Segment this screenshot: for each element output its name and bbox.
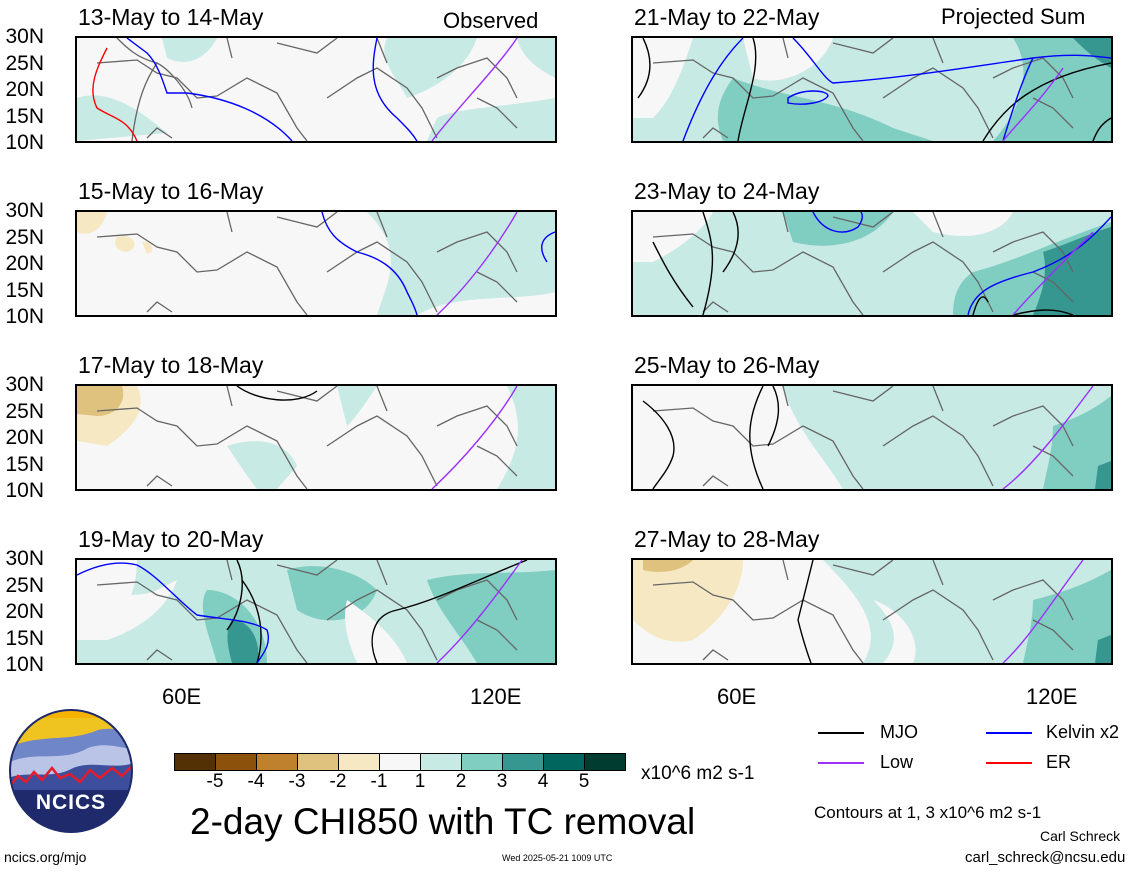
colorbar-swatch bbox=[379, 753, 421, 771]
legend-low-label: Low bbox=[880, 752, 914, 772]
colorbar-tick: -3 bbox=[288, 771, 306, 792]
legend-low-swatch bbox=[818, 762, 864, 764]
lon-label-120e-right: 120E bbox=[1026, 684, 1078, 709]
panel-8-title: 27-May to 28-May bbox=[634, 526, 820, 552]
map-panel-27-may bbox=[631, 558, 1113, 665]
legend-er-swatch bbox=[986, 762, 1032, 764]
map-panel-23-may bbox=[631, 210, 1113, 317]
site-link[interactable]: ncics.org/mjo bbox=[4, 849, 87, 865]
legend-er-label: ER bbox=[1046, 752, 1072, 772]
panel-7-title: 25-May to 26-May bbox=[634, 352, 820, 378]
lat-label: 20N bbox=[5, 252, 44, 275]
panel-3-title: 17-May to 18-May bbox=[78, 352, 264, 378]
colorbar-swatch bbox=[420, 753, 462, 771]
panel-1-observed-label: Observed bbox=[443, 8, 539, 33]
lat-label: 25N bbox=[5, 52, 44, 75]
author-email[interactable]: carl_schreck@ncsu.edu bbox=[965, 849, 1126, 866]
lat-label: 30N bbox=[5, 199, 44, 222]
colorbar-swatch bbox=[502, 753, 544, 771]
lat-label: 15N bbox=[5, 627, 44, 650]
lat-label: 15N bbox=[5, 105, 44, 128]
colorbar-swatch bbox=[215, 753, 257, 771]
lat-label: 25N bbox=[5, 226, 44, 249]
lat-label: 30N bbox=[5, 373, 44, 396]
legend-kelvin-swatch bbox=[986, 732, 1032, 734]
map-panel-19-may bbox=[75, 558, 557, 665]
colorbar-tick: 4 bbox=[537, 771, 549, 792]
colorbar-swatch bbox=[461, 753, 503, 771]
lat-label: 15N bbox=[5, 453, 44, 476]
author-name: Carl Schreck bbox=[1040, 828, 1121, 844]
legend-mjo-swatch bbox=[818, 732, 864, 734]
legend-mjo-label: MJO bbox=[880, 722, 918, 742]
lat-label: 30N bbox=[5, 547, 44, 570]
lat-label: 10N bbox=[5, 653, 44, 676]
colorbar-tick: 3 bbox=[496, 771, 508, 792]
map-panel-25-may bbox=[631, 384, 1113, 491]
colorbar-swatch bbox=[338, 753, 380, 771]
panel-6-title: 23-May to 24-May bbox=[634, 178, 820, 204]
panel-4-title: 19-May to 20-May bbox=[78, 526, 264, 552]
lat-label: 25N bbox=[5, 400, 44, 423]
panel-5-title: 21-May to 22-May bbox=[634, 4, 820, 30]
lat-label: 10N bbox=[5, 131, 44, 154]
panel-5-projected-label: Projected Sum bbox=[941, 4, 1086, 29]
lat-label: 10N bbox=[5, 479, 44, 502]
colorbar-units: x10^6 m2 s-1 bbox=[641, 763, 755, 784]
map-panel-15-may bbox=[75, 210, 557, 317]
map-panel-21-may bbox=[631, 36, 1113, 143]
colorbar-swatch bbox=[297, 753, 339, 771]
ncics-logo: NCICS bbox=[8, 708, 134, 834]
colorbar-tick: 5 bbox=[578, 771, 590, 792]
colorbar-tick: -5 bbox=[206, 771, 224, 792]
colorbar-tick: 1 bbox=[414, 771, 426, 792]
colorbar-tick: -4 bbox=[247, 771, 265, 792]
lon-label-120e-left: 120E bbox=[470, 684, 522, 709]
lat-label: 20N bbox=[5, 426, 44, 449]
colorbar-swatch bbox=[584, 753, 626, 771]
panel-1-title: 13-May to 14-May bbox=[78, 4, 264, 30]
lat-label: 20N bbox=[5, 78, 44, 101]
lat-label: 10N bbox=[5, 305, 44, 328]
lon-label-60e-left: 60E bbox=[162, 684, 202, 709]
lat-label: 20N bbox=[5, 600, 44, 623]
timestamp: Wed 2025-05-21 1009 UTC bbox=[502, 853, 613, 863]
lat-label: 15N bbox=[5, 279, 44, 302]
main-title: 2-day CHI850 with TC removal bbox=[190, 801, 696, 842]
colorbar-swatch bbox=[174, 753, 216, 771]
colorbar-swatch bbox=[543, 753, 585, 771]
legend-kelvin-label: Kelvin x2 bbox=[1046, 722, 1120, 742]
contours-note: Contours at 1, 3 x10^6 m2 s-1 bbox=[814, 803, 1042, 822]
panel-2-title: 15-May to 16-May bbox=[78, 178, 264, 204]
lon-label-60e-right: 60E bbox=[717, 684, 757, 709]
map-panel-13-may bbox=[75, 36, 557, 143]
lat-label: 25N bbox=[5, 574, 44, 597]
colorbar-tick: 2 bbox=[455, 771, 467, 792]
colorbar-swatch bbox=[256, 753, 298, 771]
logo-text: NCICS bbox=[35, 791, 107, 814]
map-panel-17-may bbox=[75, 384, 557, 491]
colorbar-tick: -2 bbox=[329, 771, 347, 792]
lat-label: 30N bbox=[5, 25, 44, 48]
colorbar-tick: -1 bbox=[370, 771, 388, 792]
